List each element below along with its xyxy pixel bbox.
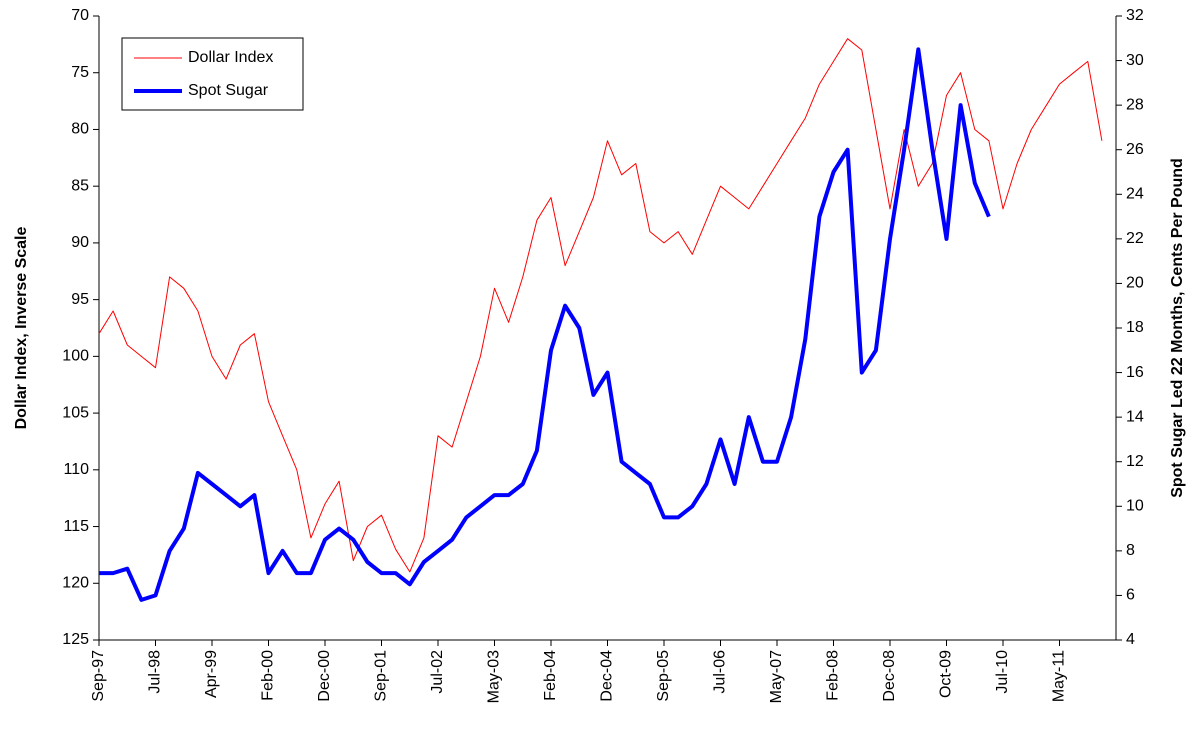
y2-tick-label: 20 <box>1126 275 1144 292</box>
x-tick-label: Jul-06 <box>712 650 729 694</box>
y-tick-label: 105 <box>62 404 89 421</box>
legend-label: Spot Sugar <box>188 82 269 99</box>
y-tick-label: 115 <box>63 518 89 535</box>
y2-tick-label: 28 <box>1126 96 1144 113</box>
y-tick-label: 110 <box>63 461 89 478</box>
series-line <box>98 38 1103 573</box>
y2-tick-label: 22 <box>1126 230 1144 247</box>
y2-tick-label: 12 <box>1126 453 1144 470</box>
series-line <box>99 47 991 602</box>
x-tick-label: Dec-04 <box>599 650 616 702</box>
x-tick-label: Jul-02 <box>429 650 446 694</box>
y-tick-label: 80 <box>71 121 89 138</box>
x-tick-label: Feb-04 <box>542 650 559 701</box>
x-tick-label: May-03 <box>486 650 503 703</box>
x-tick-label: Dec-08 <box>881 650 898 702</box>
y2-tick-label: 24 <box>1126 186 1144 203</box>
y-tick-label: 100 <box>62 348 89 365</box>
y2-tick-label: 16 <box>1126 364 1144 381</box>
x-tick-label: Jul-98 <box>147 650 164 694</box>
x-tick-label: Sep-97 <box>90 650 107 702</box>
x-tick-label: Oct-09 <box>938 650 955 698</box>
x-tick-label: Apr-99 <box>203 650 220 698</box>
x-tick-label: May-07 <box>768 650 785 703</box>
legend-label: Dollar Index <box>188 49 273 66</box>
y-tick-label: 95 <box>71 291 89 308</box>
y2-tick-label: 14 <box>1126 408 1144 425</box>
x-tick-label: Feb-00 <box>260 650 277 701</box>
y2-tick-label: 4 <box>1126 631 1135 648</box>
y-tick-label: 75 <box>71 64 89 81</box>
x-tick-label: Dec-00 <box>316 650 333 702</box>
legend-box <box>121 37 304 111</box>
y-tick-label: 85 <box>71 177 89 194</box>
y-tick-label: 70 <box>71 7 89 24</box>
y2-tick-label: 18 <box>1126 319 1144 336</box>
y-tick-label: 120 <box>62 574 89 591</box>
y2-tick-label: 10 <box>1126 498 1144 515</box>
y2-tick-label: 26 <box>1126 141 1144 158</box>
y2-axis-title: Spot Sugar Led 22 Months, Cents Per Poun… <box>1169 158 1186 498</box>
y2-tick-label: 32 <box>1126 7 1144 24</box>
y-axis-title: Dollar Index, Inverse Scale <box>13 227 30 430</box>
x-tick-label: Sep-05 <box>655 650 672 702</box>
y2-tick-label: 30 <box>1126 52 1144 69</box>
x-tick-label: May-11 <box>1051 650 1068 702</box>
y2-tick-label: 6 <box>1126 587 1135 604</box>
y-tick-label: 90 <box>71 234 89 251</box>
y-tick-label: 125 <box>62 631 89 648</box>
y2-tick-label: 8 <box>1126 542 1135 559</box>
x-tick-label: Jul-10 <box>994 650 1011 694</box>
x-tick-label: Feb-08 <box>825 650 842 701</box>
x-tick-label: Sep-01 <box>373 650 390 702</box>
